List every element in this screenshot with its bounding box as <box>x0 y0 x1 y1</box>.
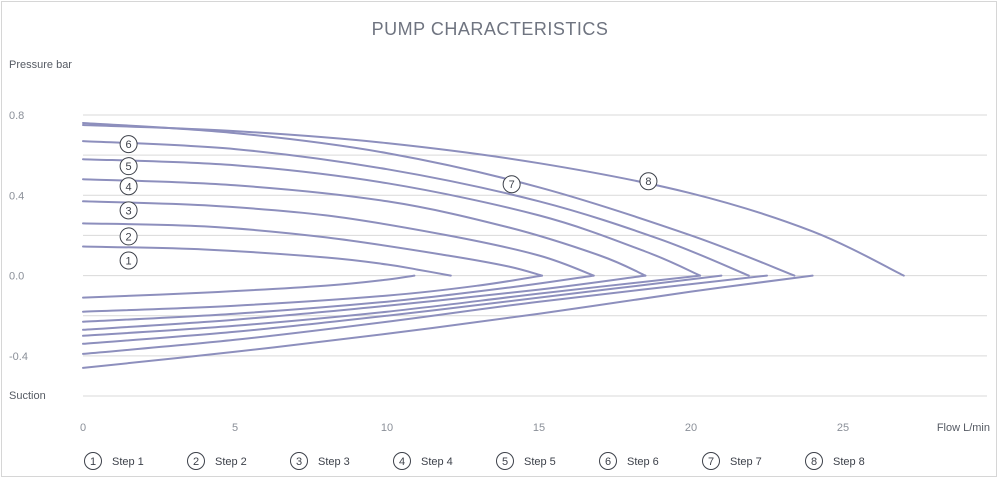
legend-marker-number: 3 <box>296 456 302 468</box>
legend-label: Step 8 <box>833 456 865 468</box>
legend-marker-number: 4 <box>399 456 405 468</box>
marker-circle <box>119 251 138 270</box>
legend-label: Step 6 <box>627 456 659 468</box>
y-tick-label: 0.0 <box>9 271 24 283</box>
pump-characteristics-chart: PUMP CHARACTERISTICS Pressure bar Suctio… <box>9 19 990 470</box>
marker-number: 2 <box>126 231 132 243</box>
y-tick-labels: 0.8 0.4 0.0 -0.4 <box>9 110 28 363</box>
legend-marker-circle <box>187 452 205 470</box>
suction-curve-step-2 <box>82 274 543 313</box>
marker-number: 3 <box>126 205 132 217</box>
suction-curve-step-7 <box>82 274 768 355</box>
legend-item-step-5: 5 Step 5 <box>496 452 556 470</box>
legend-item-step-6: 6 Step 6 <box>599 452 659 470</box>
pressure-curve-step-7 <box>82 122 796 277</box>
marker-number: 7 <box>509 179 515 191</box>
legend-marker-number: 5 <box>502 456 508 468</box>
x-tick-label: 10 <box>381 422 393 434</box>
legend-label: Step 4 <box>421 456 453 468</box>
suction-curve-step-6 <box>82 274 723 345</box>
x-tick-label: 15 <box>533 422 545 434</box>
legend-marker-number: 6 <box>605 456 611 468</box>
pressure-curve-step-3 <box>82 200 595 277</box>
marker-number: 4 <box>126 181 132 193</box>
suction-curve-step-1 <box>82 274 416 299</box>
legend-marker-circle <box>702 452 720 470</box>
legend-item-step-2: 2 Step 2 <box>187 452 247 470</box>
pressure-curve-step-1 <box>82 245 452 277</box>
chart-title: PUMP CHARACTERISTICS <box>372 19 609 39</box>
legend-item-step-7: 7 Step 7 <box>702 452 762 470</box>
marker-number: 6 <box>126 139 132 151</box>
marker-circle <box>119 227 138 246</box>
legend-marker-circle <box>805 452 823 470</box>
marker-number: 5 <box>126 161 132 173</box>
marker-number: 8 <box>645 176 651 188</box>
suction-curve-step-3 <box>82 274 595 323</box>
marker-circle <box>119 157 138 176</box>
x-axis-label: Flow L/min <box>937 422 990 434</box>
curve-step-markers: 6 5 4 3 2 1 7 8 <box>119 135 658 270</box>
legend-item-step-1: 1 Step 1 <box>84 452 144 470</box>
marker-number: 1 <box>126 256 132 268</box>
x-tick-label: 0 <box>80 422 86 434</box>
legend-label: Step 1 <box>112 456 144 468</box>
legend-item-step-8: 8 Step 8 <box>805 452 865 470</box>
legend-marker-circle <box>84 452 102 470</box>
curve-marker-step-5: 5 <box>119 157 138 176</box>
marker-circle <box>119 135 138 154</box>
curve-marker-step-3: 3 <box>119 201 138 220</box>
pressure-curve-step-2 <box>82 222 543 277</box>
legend-label: Step 3 <box>318 456 350 468</box>
legend-label: Step 5 <box>524 456 556 468</box>
curve-marker-step-1: 1 <box>119 251 138 270</box>
suction-curve-step-5 <box>82 274 702 337</box>
legend: 1 Step 1 2 Step 2 3 Step 3 4 Step 4 5 Step 5 6 Step… <box>84 452 865 470</box>
marker-circle <box>502 175 521 194</box>
legend-item-step-4: 4 Step 4 <box>393 452 453 470</box>
legend-marker-number: 7 <box>708 456 714 468</box>
x-tick-label: 5 <box>232 422 238 434</box>
y-tick-label: 0.8 <box>9 110 24 122</box>
curve-marker-step-6: 6 <box>119 135 138 154</box>
pressure-curve-step-4 <box>82 178 647 277</box>
y-tick-label: 0.4 <box>9 190 24 202</box>
x-tick-labels: 0 5 10 15 20 25 <box>80 422 849 434</box>
pressure-curve-step-6 <box>82 140 750 277</box>
marker-circle <box>639 172 658 191</box>
marker-circle <box>119 201 138 220</box>
legend-marker-circle <box>290 452 308 470</box>
pump-curves <box>82 122 905 369</box>
marker-circle <box>119 177 138 196</box>
curve-marker-step-2: 2 <box>119 227 138 246</box>
legend-marker-number: 1 <box>90 456 96 468</box>
legend-marker-number: 2 <box>193 456 199 468</box>
legend-marker-circle <box>393 452 411 470</box>
legend-marker-circle <box>599 452 617 470</box>
grid-lines <box>83 114 987 397</box>
y-axis-label: Pressure bar <box>9 59 72 71</box>
curve-marker-step-7: 7 <box>502 175 521 194</box>
curve-marker-step-4: 4 <box>119 177 138 196</box>
suction-curve-step-8 <box>82 274 814 369</box>
legend-label: Step 7 <box>730 456 762 468</box>
y-axis-bottom-label: Suction <box>9 390 46 402</box>
legend-label: Step 2 <box>215 456 247 468</box>
legend-marker-number: 8 <box>811 456 817 468</box>
x-tick-label: 20 <box>685 422 697 434</box>
suction-curve-step-4 <box>82 274 647 331</box>
legend-marker-circle <box>496 452 514 470</box>
pressure-curve-step-8 <box>82 124 905 277</box>
legend-item-step-3: 3 Step 3 <box>290 452 350 470</box>
curve-marker-step-8: 8 <box>639 172 658 191</box>
x-tick-label: 25 <box>837 422 849 434</box>
y-tick-label: -0.4 <box>9 351 28 363</box>
pressure-curve-step-5 <box>82 158 702 277</box>
